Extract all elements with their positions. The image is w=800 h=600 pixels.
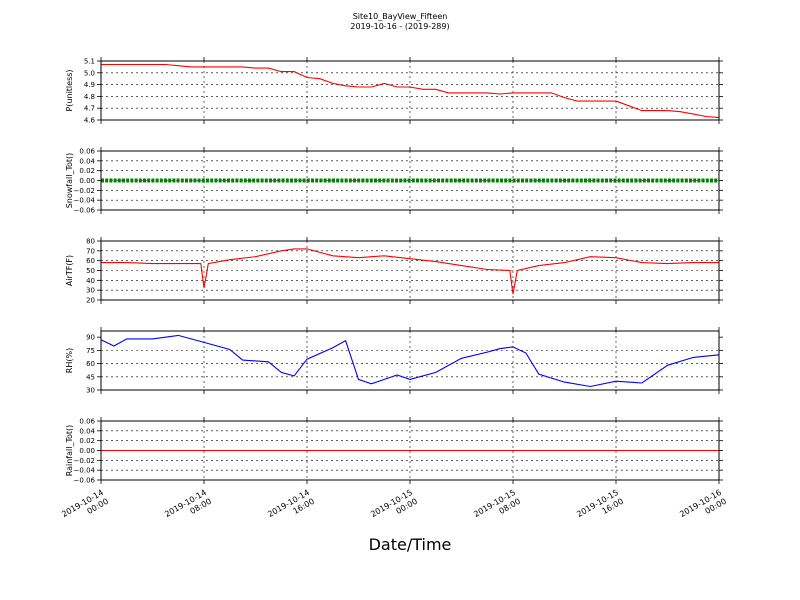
x-tick-label: 2019-10-1500:00	[369, 488, 419, 528]
y-tick-label: 30	[86, 387, 95, 395]
figure-subtitle: 2019-10-16 - (2019-289)	[350, 22, 449, 31]
y-tick-label: 4.6	[84, 117, 96, 125]
plot-frame	[100, 330, 720, 391]
y-tick-label: 0.02	[79, 167, 95, 175]
y-tick-label: 90	[86, 334, 95, 342]
y-tick-label: −0.04	[74, 467, 96, 475]
y-tick-label: 0.00	[79, 447, 95, 455]
y-axis-label: AirTF(F)	[65, 255, 74, 286]
panel-1: 5.1 5.0 4.9 4.8 4.7 4.6 P(unitless)	[65, 57, 723, 125]
y-axis-label: Rainfall_Tot()	[65, 425, 74, 477]
y-tick-label: 0.04	[79, 427, 95, 435]
x-tick-label: 2019-10-1408:00	[163, 488, 213, 528]
series-line	[100, 334, 720, 388]
y-tick-label: 45	[86, 373, 95, 381]
plot-frame	[100, 420, 720, 481]
plot-frame	[100, 60, 720, 121]
y-tick-label: 5.0	[84, 69, 95, 77]
y-tick-label: 4.7	[84, 105, 95, 113]
panel-4: 90 75 60 45 30 RH(%)	[65, 327, 723, 395]
x-tick-label: 2019-10-1400:00	[60, 488, 110, 528]
y-tick-label: 50	[86, 267, 95, 275]
y-tick-label: 0.04	[79, 157, 95, 165]
y-tick-label: −0.02	[74, 187, 95, 195]
series-line	[101, 248, 719, 295]
panel-5: 0.060.04 0.02 0.00 −0.02 −0.04 −0.06Rainfall_…	[65, 417, 723, 485]
x-axis-label: Date/Time	[369, 535, 452, 554]
y-tick-label: 80	[86, 238, 95, 246]
y-tick-label: −0.06	[74, 207, 96, 215]
y-tick-label: 4.8	[84, 93, 95, 101]
y-tick-label: 0.02	[79, 437, 95, 445]
x-tick-label: 2019-10-1600:00	[678, 488, 728, 528]
y-axis-label: RH(%)	[65, 348, 74, 373]
y-tick-label: −0.02	[74, 457, 95, 465]
y-tick-label: 40	[86, 277, 95, 285]
series-line	[101, 63, 720, 119]
y-tick-label: 0.06	[79, 148, 95, 156]
y-tick-label: 4.9	[84, 81, 95, 89]
y-tick-label: 0.06	[79, 418, 95, 426]
figure-title: Site10_BayView_Fifteen	[353, 12, 448, 21]
y-tick-label: 70	[86, 247, 95, 255]
x-tick-label: 2019-10-1416:00	[266, 488, 316, 528]
y-tick-label: 0.00	[79, 177, 95, 185]
y-tick-label: −0.06	[74, 477, 96, 485]
y-tick-label: 75	[86, 347, 95, 355]
y-tick-label: −0.04	[74, 197, 96, 205]
y-axis-label: P(unitless)	[65, 69, 74, 111]
plot-frame	[100, 150, 720, 211]
panel-2: 0.060.04 0.02 0.00 −0.02 −0.04 −0.06Snowfall_…	[65, 147, 723, 215]
y-axis-label: Snowfall_Tot()	[65, 153, 74, 209]
x-tick-label: 2019-10-1516:00	[575, 488, 625, 528]
x-tick-label: 2019-10-1508:00	[472, 488, 522, 528]
panels: 5.15.04.94.84.74.6P(unitless)0.060.040.0…	[65, 57, 723, 485]
y-tick-label: 60	[86, 257, 95, 265]
y-tick-label: 30	[86, 287, 95, 295]
plot-frame	[100, 240, 720, 301]
y-tick-label: 60	[86, 360, 95, 368]
y-tick-label: 20	[86, 297, 95, 305]
y-tick-label: 5.1	[84, 58, 95, 66]
x-axis-ticks: 2019-10-1400:00 2019-10-1408:00 2019-10-14…	[60, 488, 728, 528]
